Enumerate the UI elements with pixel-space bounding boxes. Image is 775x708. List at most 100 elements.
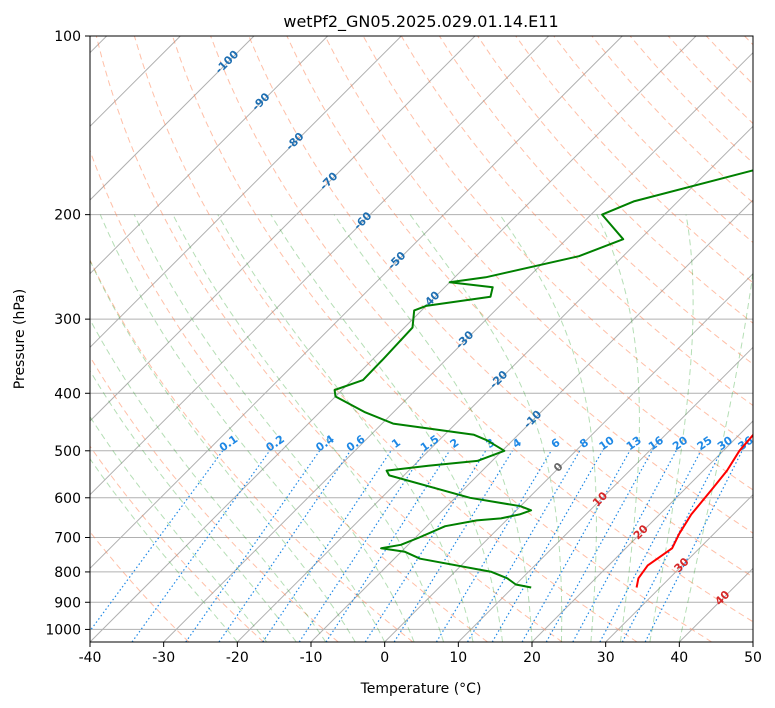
dry-adiabat-line — [667, 36, 753, 125]
y-tick-label: 100 — [54, 29, 81, 45]
moist-adiabat-line — [90, 369, 297, 642]
dry-adiabat-line — [286, 36, 753, 534]
x-tick-label: -20 — [226, 650, 249, 666]
mixing-ratio-label: 25 — [695, 434, 715, 453]
isotherm-line — [90, 36, 402, 349]
mixing-ratio-line — [364, 450, 487, 642]
x-tick-label: 0 — [380, 650, 389, 666]
mixing-ratio-label: 4 — [510, 436, 524, 451]
dry-adiabat-line — [95, 36, 563, 642]
mixing-ratio-label: 1 — [389, 436, 403, 451]
chart-title: wetPf2_GN05.2025.029.01.14.E11 — [283, 12, 558, 32]
y-tick-label: 500 — [54, 444, 81, 460]
moist-adiabat-line — [90, 457, 238, 642]
isotherm-label: 10 — [590, 489, 610, 509]
isotherm-label: 40 — [712, 588, 732, 608]
x-tick-label: 50 — [744, 650, 762, 666]
isotherm-line — [90, 36, 550, 496]
isotherm-line — [678, 567, 753, 642]
isotherm-line — [605, 493, 753, 642]
moist-adiabat-line — [678, 268, 753, 642]
mixing-ratio-line — [599, 450, 702, 642]
dry-adiabat-line — [90, 445, 264, 642]
x-axis-label: Temperature (°C) — [360, 681, 482, 697]
isotherm-line — [90, 36, 697, 642]
mixing-ratio-line — [90, 450, 224, 632]
dry-adiabat-line — [90, 355, 339, 642]
mixing-ratio-line — [521, 450, 631, 642]
plot-frame — [89, 35, 754, 643]
mixing-ratio-label: 13 — [624, 434, 644, 453]
y-tick-label: 400 — [54, 386, 81, 402]
dry-adiabat-line — [324, 36, 753, 491]
moist-adiabat-line — [409, 214, 563, 642]
isotherm-line — [310, 199, 753, 642]
isotherm-line — [90, 36, 476, 422]
mixing-ratio-line — [185, 450, 321, 642]
isotherm-label: -50 — [385, 249, 408, 272]
moist-adiabat-line — [90, 318, 327, 642]
mixing-ratio-line — [491, 450, 603, 642]
isotherm-label: -90 — [249, 90, 272, 113]
mixing-ratio-label: 2 — [448, 436, 462, 451]
dry-adiabat-line — [248, 36, 753, 578]
dry-adiabat-line — [438, 36, 753, 365]
moist-adiabat-line — [649, 214, 694, 642]
mixing-ratio-lines — [90, 450, 743, 642]
mixing-ratio-label: 30 — [715, 434, 735, 454]
moist-adiabat-line — [99, 214, 386, 642]
isotherm-line — [457, 346, 753, 642]
isotherm-line — [90, 36, 255, 201]
dry-adiabat-line — [744, 36, 753, 46]
series-layer — [333, 169, 753, 589]
dry-adiabat-line — [705, 36, 753, 85]
isotherm-line — [531, 420, 753, 642]
dewpoint-line — [333, 169, 753, 589]
mixing-ratio-line — [131, 450, 271, 642]
x-tick-label: 10 — [449, 650, 467, 666]
dry-adiabat-line — [591, 36, 753, 204]
dry-adiabat-line — [553, 36, 753, 244]
mixing-ratio-line — [466, 450, 581, 642]
x-tick-label: 20 — [523, 650, 541, 666]
grid-layer — [90, 36, 753, 642]
y-tick-label: 300 — [54, 312, 81, 328]
isotherm-line — [384, 272, 753, 642]
x-tick-label: 30 — [597, 650, 615, 666]
x-axis-ticks: -40 -30 -20 -10 0 10 20 30 40 50 — [79, 642, 762, 666]
y-tick-label: 1000 — [45, 622, 81, 638]
mixing-ratio-label: 10 — [597, 434, 617, 454]
temperature-line — [635, 433, 753, 588]
isotherm-label: -80 — [283, 130, 306, 153]
mixing-ratio-line — [545, 450, 653, 642]
isotherm-label: -60 — [351, 209, 374, 232]
y-tick-label: 200 — [54, 208, 81, 224]
dry-adiabat-line — [210, 36, 753, 623]
x-tick-label: -40 — [79, 650, 102, 666]
mixing-ratio-line — [435, 450, 552, 642]
moist-adiabat-line — [596, 214, 640, 642]
isotherm-label: 0 — [551, 460, 566, 475]
y-axis-label: Pressure (hPa) — [12, 289, 28, 389]
isotherm-line — [90, 36, 329, 275]
plot-area: 0.1 0.2 0.4 0.6 1 1.5 2 3 4 6 8 10 13 16 20 25 30 36-100-… — [90, 36, 753, 642]
mixing-ratio-line — [393, 450, 513, 642]
moist-adiabat-line — [90, 259, 356, 642]
mixing-ratio-line — [218, 450, 351, 642]
dry-adiabat-line — [477, 36, 753, 324]
isotherm-line — [163, 51, 753, 642]
moist-adiabat-line — [133, 214, 415, 642]
dry-adiabat-line — [90, 258, 414, 642]
isotherm-line — [236, 125, 753, 642]
dry-adiabat-line — [515, 36, 753, 284]
isotherm-label: -30 — [453, 328, 476, 351]
dry-adiabats — [90, 36, 753, 642]
dry-adiabat-line — [90, 149, 488, 642]
y-tick-label: 600 — [54, 491, 81, 507]
moist-adiabat-line — [172, 214, 445, 642]
isotherm-label: -10 — [521, 407, 544, 430]
isotherm-label: -40 — [419, 288, 442, 311]
y-tick-label: 900 — [54, 595, 81, 611]
isotherm-label: 20 — [631, 522, 651, 542]
